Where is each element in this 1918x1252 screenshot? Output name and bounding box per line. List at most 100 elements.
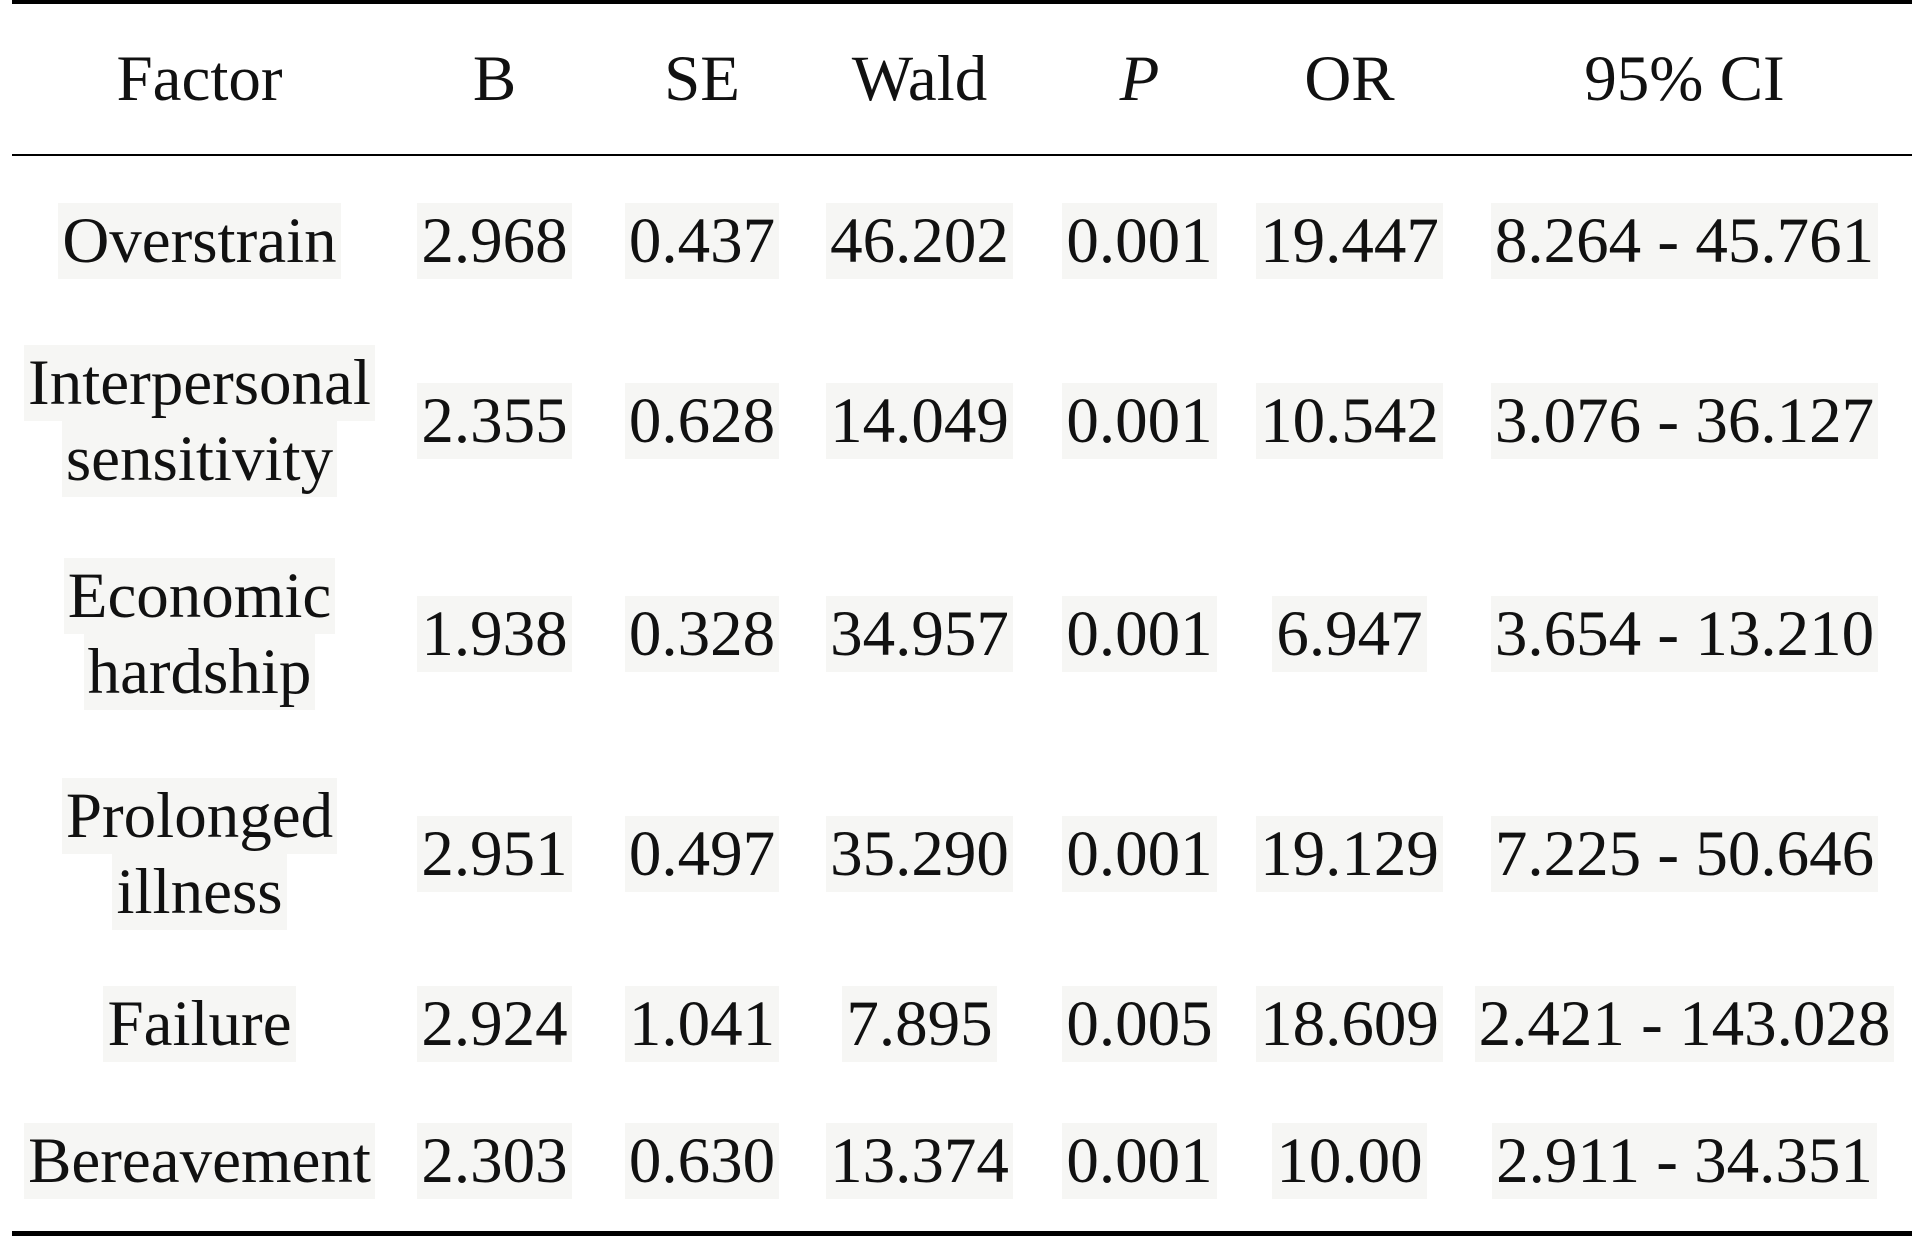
header-wald: Wald: [802, 0, 1037, 156]
or-value: 18.609: [1256, 985, 1443, 1062]
se-cell: 0.497: [602, 751, 802, 956]
table-row: Interpersonal sensitivity 2.355 0.628 14.…: [12, 326, 1912, 516]
factor-label-line1: Economic: [63, 557, 336, 634]
factor-label: Bereavement: [24, 1123, 375, 1199]
b-value: 2.951: [417, 815, 572, 892]
b-value: 2.968: [417, 203, 572, 279]
or-cell: 18.609: [1242, 956, 1457, 1091]
se-value: 0.630: [624, 1123, 780, 1199]
wald-cell: 46.202: [802, 155, 1037, 326]
table-row: Bereavement 2.303 0.630 13.374 0.001 10.…: [12, 1091, 1912, 1236]
or-value: 19.447: [1256, 203, 1443, 279]
wald-cell: 34.957: [802, 516, 1037, 751]
p-value: 0.001: [1062, 383, 1217, 459]
wald-cell: 13.374: [802, 1091, 1037, 1236]
or-cell: 19.129: [1242, 751, 1457, 956]
b-value: 2.303: [417, 1123, 572, 1199]
ci-value: 7.225 - 50.646: [1490, 815, 1879, 892]
b-value: 2.924: [417, 985, 572, 1062]
p-value: 0.001: [1062, 815, 1217, 892]
or-cell: 19.447: [1242, 155, 1457, 326]
ci-cell: 2.421 - 143.028: [1457, 956, 1912, 1091]
or-cell: 6.947: [1242, 516, 1457, 751]
header-se: SE: [602, 0, 802, 156]
se-value: 0.437: [624, 203, 780, 279]
header-b: B: [387, 0, 602, 156]
or-cell: 10.542: [1242, 326, 1457, 516]
p-cell: 0.001: [1037, 751, 1242, 956]
factor-cell: Failure: [12, 956, 387, 1091]
p-cell: 0.001: [1037, 155, 1242, 326]
b-cell: 2.951: [387, 751, 602, 956]
wald-value: 46.202: [826, 203, 1013, 279]
logistic-regression-table: Factor B SE Wald P OR 95% CI Overstrain …: [12, 0, 1912, 1236]
se-value: 1.041: [624, 985, 780, 1062]
table-row: Prolonged illness 2.951 0.497 35.290 0.00…: [12, 751, 1912, 956]
b-value: 2.355: [417, 383, 572, 459]
wald-cell: 7.895: [802, 956, 1037, 1091]
regression-table-container: Factor B SE Wald P OR 95% CI Overstrain …: [12, 0, 1912, 1236]
ci-cell: 7.225 - 50.646: [1457, 751, 1912, 956]
header-p: P: [1037, 0, 1242, 156]
p-value: 0.001: [1062, 1123, 1217, 1199]
factor-cell: Prolonged illness: [12, 751, 387, 956]
se-cell: 0.630: [602, 1091, 802, 1236]
p-cell: 0.005: [1037, 956, 1242, 1091]
p-value: 0.005: [1062, 985, 1217, 1062]
factor-label: Failure: [103, 985, 296, 1062]
factor-label-line2: sensitivity: [61, 421, 338, 497]
se-cell: 1.041: [602, 956, 802, 1091]
table-row: Economic hardship 1.938 0.328 34.957 0.00…: [12, 516, 1912, 751]
se-cell: 0.437: [602, 155, 802, 326]
b-cell: 2.303: [387, 1091, 602, 1236]
wald-value: 34.957: [826, 595, 1013, 672]
factor-cell: Interpersonal sensitivity: [12, 326, 387, 516]
factor-label-line1: Prolonged: [61, 777, 338, 854]
p-cell: 0.001: [1037, 516, 1242, 751]
ci-value: 2.421 - 143.028: [1474, 985, 1895, 1062]
factor-label-line2: hardship: [83, 633, 316, 710]
ci-value: 3.076 - 36.127: [1490, 383, 1879, 459]
wald-value: 7.895: [842, 985, 997, 1062]
wald-cell: 35.290: [802, 751, 1037, 956]
factor-label: Overstrain: [58, 203, 341, 279]
factor-cell: Bereavement: [12, 1091, 387, 1236]
wald-cell: 14.049: [802, 326, 1037, 516]
se-cell: 0.628: [602, 326, 802, 516]
wald-value: 35.290: [826, 815, 1013, 892]
header-ci: 95% CI: [1457, 0, 1912, 156]
header-or: OR: [1242, 0, 1457, 156]
header-row: Factor B SE Wald P OR 95% CI: [12, 0, 1912, 156]
b-cell: 2.968: [387, 155, 602, 326]
wald-value: 14.049: [826, 383, 1013, 459]
table-row: Overstrain 2.968 0.437 46.202 0.001 19.4…: [12, 155, 1912, 326]
wald-value: 13.374: [826, 1123, 1013, 1199]
ci-value: 2.911 - 34.351: [1492, 1123, 1877, 1199]
ci-cell: 2.911 - 34.351: [1457, 1091, 1912, 1236]
or-value: 6.947: [1272, 595, 1427, 672]
factor-label-line2: illness: [112, 853, 287, 930]
table-header: Factor B SE Wald P OR 95% CI: [12, 0, 1912, 156]
ci-value: 8.264 - 45.761: [1490, 203, 1879, 279]
factor-cell: Economic hardship: [12, 516, 387, 751]
header-factor: Factor: [12, 0, 387, 156]
ci-cell: 3.076 - 36.127: [1457, 326, 1912, 516]
or-value: 10.00: [1272, 1123, 1427, 1199]
ci-cell: 8.264 - 45.761: [1457, 155, 1912, 326]
ci-cell: 3.654 - 13.210: [1457, 516, 1912, 751]
b-cell: 1.938: [387, 516, 602, 751]
se-value: 0.628: [624, 383, 780, 459]
or-cell: 10.00: [1242, 1091, 1457, 1236]
b-value: 1.938: [417, 595, 572, 672]
p-cell: 0.001: [1037, 1091, 1242, 1236]
table-body: Overstrain 2.968 0.437 46.202 0.001 19.4…: [12, 155, 1912, 1236]
se-cell: 0.328: [602, 516, 802, 751]
or-value: 19.129: [1256, 815, 1443, 892]
p-cell: 0.001: [1037, 326, 1242, 516]
b-cell: 2.355: [387, 326, 602, 516]
b-cell: 2.924: [387, 956, 602, 1091]
ci-value: 3.654 - 13.210: [1490, 595, 1879, 672]
se-value: 0.328: [624, 595, 780, 672]
table-row: Failure 2.924 1.041 7.895 0.005 18.609 2…: [12, 956, 1912, 1091]
factor-cell: Overstrain: [12, 155, 387, 326]
